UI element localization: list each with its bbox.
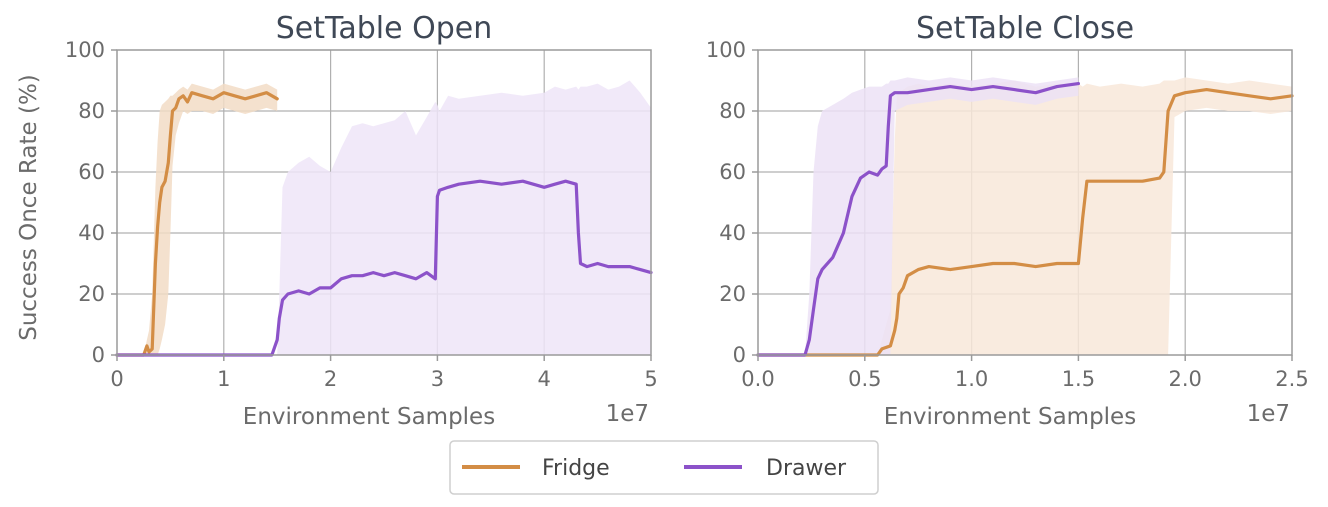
y-tick-label: 80 <box>78 99 105 123</box>
x-tick-label: 2 <box>324 367 337 391</box>
legend: Fridge Drawer <box>449 440 879 495</box>
x-tick-label: 1.5 <box>1062 367 1095 391</box>
x-tick-label: 0 <box>110 367 123 391</box>
y-tick-label: 80 <box>719 99 746 123</box>
y-tick-label: 0 <box>733 343 746 367</box>
x-tick-label: 5 <box>644 367 657 391</box>
y-tick-label: 20 <box>719 282 746 306</box>
legend-box <box>449 440 879 495</box>
chart-title: SetTable Open <box>276 11 493 46</box>
x-tick-label: 0.5 <box>848 367 881 391</box>
x-axis-offset-text: 1e7 <box>606 401 649 427</box>
x-axis-label: Environment Samples <box>243 404 495 430</box>
series-line-drawer <box>115 179 653 357</box>
y-tick-label: 40 <box>78 221 105 245</box>
x-tick-label: 1.0 <box>955 367 988 391</box>
y-tick-label: 60 <box>719 160 746 184</box>
series-band-drawer <box>758 77 1079 356</box>
series-line-fridge <box>756 87 1294 357</box>
legend-fridge-label: Fridge <box>542 456 610 481</box>
x-tick-label: 0.0 <box>741 367 774 391</box>
x-tick-label: 4 <box>538 367 551 391</box>
plot-frame <box>116 49 652 356</box>
y-tick-label: 40 <box>719 221 746 245</box>
chart-panel-settable-close: 0.0 0.5 1.0 1.5 2.0 2.5 0 20 40 60 80 100 SetTable C… <box>706 11 1309 430</box>
series-band-drawer <box>117 80 651 355</box>
plot-frame <box>757 49 1293 356</box>
x-tick-label: 1 <box>217 367 230 391</box>
series-band-fridge <box>117 83 278 355</box>
y-tick-label: 0 <box>92 343 105 367</box>
legend-drawer-label: Drawer <box>766 456 847 481</box>
chart-title: SetTable Close <box>916 11 1134 46</box>
series-line-drawer <box>756 81 1081 357</box>
y-tick-label: 60 <box>78 160 105 184</box>
x-axis-offset-text: 1e7 <box>1247 401 1290 427</box>
y-tick-label: 100 <box>65 38 105 62</box>
x-tick-label: 2.5 <box>1275 367 1308 391</box>
chart-panel-settable-open: 0 1 2 3 4 5 0 20 40 60 80 100 SetTable Open Environme… <box>16 11 658 430</box>
y-axis-label: Success Once Rate (%) <box>16 74 42 341</box>
y-tick-label: 100 <box>706 38 746 62</box>
x-axis-label: Environment Samples <box>884 404 1136 430</box>
x-tick-label: 2.0 <box>1168 367 1201 391</box>
series-line-fridge <box>115 91 279 357</box>
y-tick-label: 20 <box>78 282 105 306</box>
x-tick-label: 3 <box>431 367 444 391</box>
